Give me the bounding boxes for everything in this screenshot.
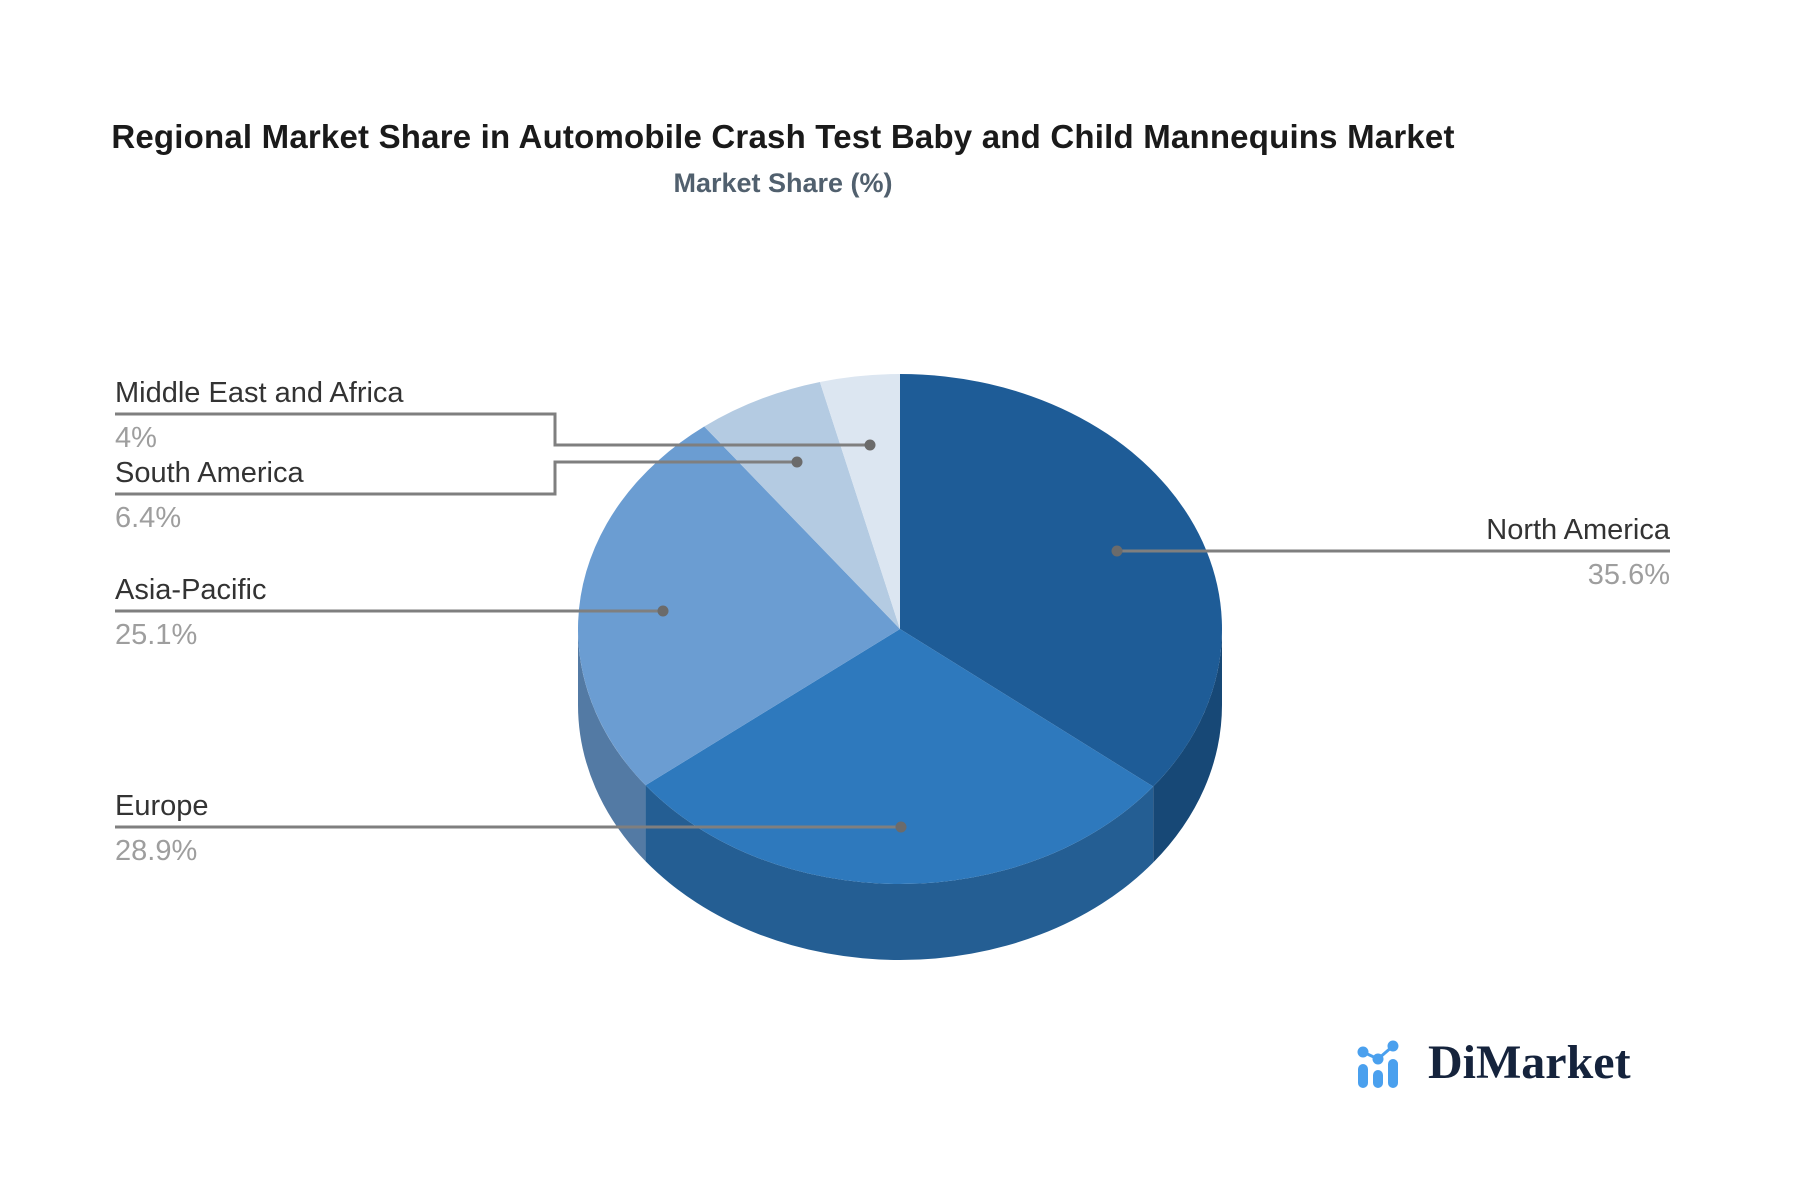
bar-line-chart-icon [1357,1040,1399,1088]
callout-dot [1111,545,1123,557]
callout-dot [864,439,876,451]
slice-value: 35.6% [1587,559,1670,591]
chart-title: Regional Market Share in Automobile Cras… [111,118,1455,155]
callout-dot [895,821,907,833]
slice-value: 25.1% [115,619,198,651]
slice-value: 6.4% [115,502,182,534]
slice-label: South America [115,457,304,489]
callout-dot [791,456,803,468]
slice-value: 4% [115,422,157,454]
callout-line [115,460,797,496]
dimarket-logo: DiMarket [1352,1030,1631,1092]
pie-slice-wall [578,629,646,862]
callout-dot [657,605,669,617]
pie-slice-europe [645,629,1154,884]
callout-line [115,412,870,447]
pie-slice-wall [1153,629,1222,863]
pie-slice-middle-east-and-africa [819,374,900,629]
chart-subtitle: Market Share (%) [673,168,893,198]
slice-label: Europe [115,790,209,822]
slice-label: Middle East and Africa [115,377,404,409]
pie-slice-asia-pacific [577,426,900,786]
pie-slice-north-america [900,374,1223,787]
slice-value: 28.9% [115,835,198,867]
pie-slice-wall [645,785,1154,961]
slice-label: Asia-Pacific [115,574,267,606]
logo-text: DiMarket [1428,1036,1631,1089]
slice-label: North America [1486,514,1670,546]
